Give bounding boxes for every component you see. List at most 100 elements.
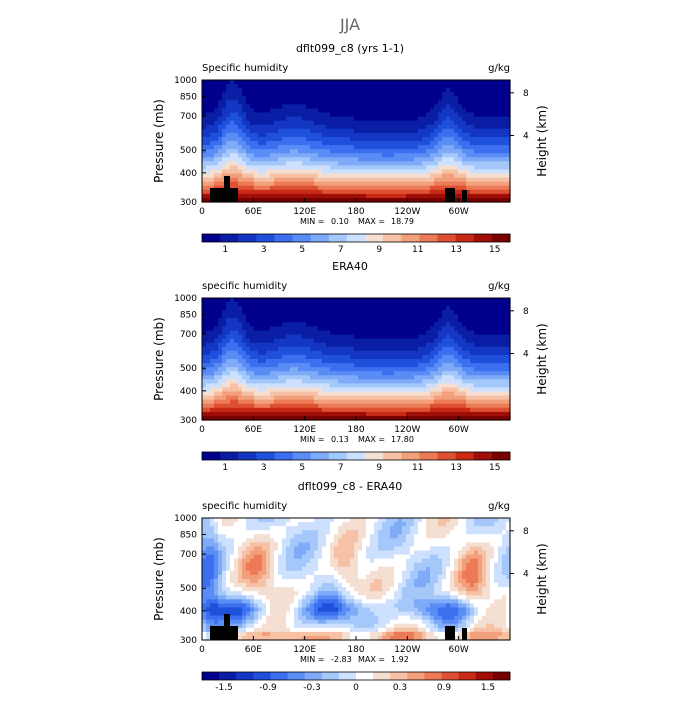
contour-cell: [370, 392, 375, 397]
contour-cell: [450, 347, 455, 352]
contour-cell: [362, 318, 367, 323]
contour-cell: [474, 347, 479, 352]
contour-cell: [330, 404, 335, 409]
contour-cell: [334, 375, 339, 380]
contour-cell: [278, 129, 283, 134]
contour-cell: [202, 575, 207, 580]
contour-cell: [462, 310, 467, 315]
contour-cell: [370, 141, 375, 146]
contour-cell: [366, 88, 371, 93]
contour-cell: [270, 104, 275, 109]
contour-cell: [398, 121, 403, 126]
contour-cell: [362, 331, 367, 336]
contour-cell: [338, 108, 343, 113]
contour-cell: [230, 153, 235, 158]
contour-cell: [282, 96, 287, 101]
contour-cell: [330, 161, 335, 166]
contour-cell: [354, 343, 359, 348]
contour-cell: [314, 169, 319, 174]
contour-cell: [294, 371, 299, 376]
contour-cell: [230, 310, 235, 315]
contour-cell: [362, 363, 367, 368]
contour-cell: [270, 363, 275, 368]
contour-cell: [350, 387, 355, 392]
contour-cell: [362, 149, 367, 154]
contour-cell: [382, 121, 387, 126]
contour-cell: [486, 298, 491, 303]
contour-cell: [242, 302, 247, 307]
contour-cell: [214, 153, 219, 158]
contour-cell: [386, 104, 391, 109]
contour-cell: [222, 559, 227, 564]
contour-cell: [234, 335, 239, 340]
contour-cell: [470, 331, 475, 336]
contour-cell: [418, 392, 423, 397]
contour-cell: [494, 322, 499, 327]
contour-cell: [206, 186, 211, 191]
contour-cell: [446, 322, 451, 327]
max-value: 17.80: [391, 435, 414, 444]
contour-cell: [226, 546, 231, 551]
contour-cell: [478, 169, 483, 174]
contour-cell: [338, 182, 343, 187]
contour-cell: [322, 302, 327, 307]
contour-cell: [442, 387, 447, 392]
contour-cell: [250, 88, 255, 93]
contour-cell: [422, 363, 427, 368]
contour-cell: [490, 404, 495, 409]
contour-cell: [202, 383, 207, 388]
contour-cell: [370, 383, 375, 388]
contour-cell: [334, 84, 339, 89]
contour-cell: [202, 412, 207, 417]
contour-cell: [410, 355, 415, 360]
contour-cell: [474, 400, 479, 405]
contour-cell: [358, 141, 363, 146]
contour-cell: [386, 363, 391, 368]
contour-cell: [410, 80, 415, 85]
contour-cell: [354, 359, 359, 364]
contour-cell: [474, 88, 479, 93]
colorbar-label: 13: [451, 463, 462, 473]
contour-cell: [318, 412, 323, 417]
contour-cell: [366, 326, 371, 331]
contour-cell: [322, 182, 327, 187]
contour-cell: [458, 141, 463, 146]
contour-cell: [410, 121, 415, 126]
contour-cell: [426, 331, 431, 336]
contour-cell: [302, 387, 307, 392]
contour-cell: [426, 367, 431, 372]
contour-cell: [218, 113, 223, 118]
contour-cell: [278, 117, 283, 122]
contour-cell: [322, 379, 327, 384]
contour-cell: [494, 117, 499, 122]
contour-cell: [438, 141, 443, 146]
contour-cell: [242, 194, 247, 199]
y-tick-label: 850: [180, 310, 197, 320]
contour-cell: [234, 379, 239, 384]
contour-cell: [318, 383, 323, 388]
contour-cell: [462, 392, 467, 397]
contour-cell: [226, 92, 231, 97]
contour-cell: [302, 412, 307, 417]
contour-cell: [282, 190, 287, 195]
contour-cell: [274, 379, 279, 384]
contour-cell: [210, 137, 215, 142]
contour-cell: [494, 298, 499, 303]
contour-cell: [338, 367, 343, 372]
contour-cell: [290, 174, 295, 179]
contour-cell: [350, 178, 355, 183]
contour-cell: [238, 326, 243, 331]
contour-cell: [278, 363, 283, 368]
contour-cell: [210, 404, 215, 409]
contour-cell: [414, 363, 419, 368]
contour-cell: [222, 121, 227, 126]
contour-cell: [230, 80, 235, 85]
contour-cell: [486, 157, 491, 162]
contour-cell: [470, 347, 475, 352]
contour-cell: [490, 141, 495, 146]
contour-cell: [470, 108, 475, 113]
contour-cell: [482, 404, 487, 409]
contour-cell: [302, 351, 307, 356]
contour-cell: [390, 408, 395, 413]
contour-cell: [366, 121, 371, 126]
